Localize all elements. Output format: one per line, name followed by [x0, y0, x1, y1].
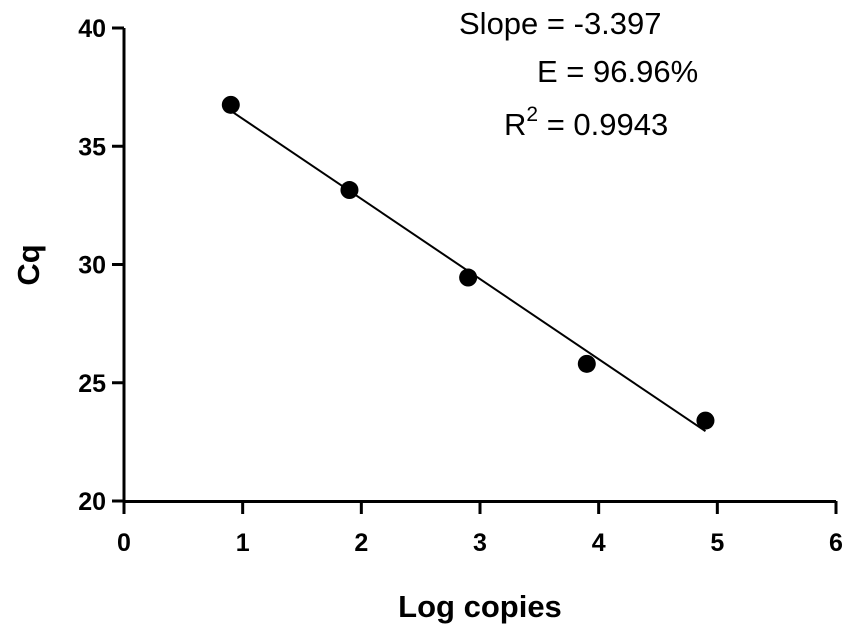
r-squared-annotation: R2 = 0.9943 — [504, 103, 668, 142]
y-tick-label: 35 — [78, 133, 106, 161]
x-tick-label: 4 — [592, 529, 606, 557]
data-point — [577, 354, 596, 373]
x-axis-label: Log copies — [398, 589, 562, 624]
efficiency-annotation: E = 96.96% — [537, 54, 698, 89]
x-ticks: 0 1 2 3 4 5 6 — [117, 501, 843, 557]
y-tick-label: 40 — [78, 15, 106, 43]
y-tick-label: 30 — [78, 252, 106, 280]
data-point — [459, 268, 478, 287]
r-squared-value: = 0.9943 — [538, 107, 668, 142]
y-axis-label: Cq — [11, 244, 46, 285]
y-ticks: 20 25 30 35 40 — [78, 15, 124, 516]
x-tick-label: 0 — [117, 529, 131, 557]
data-point — [696, 411, 715, 430]
r-squared-exponent: 2 — [526, 103, 538, 126]
data-points — [221, 95, 715, 430]
data-point — [221, 95, 240, 114]
x-tick-label: 6 — [829, 529, 843, 557]
x-tick-label: 1 — [236, 529, 250, 557]
data-point — [340, 181, 359, 200]
y-tick-label: 25 — [78, 370, 106, 398]
x-tick-label: 5 — [710, 529, 724, 557]
x-tick-label: 3 — [473, 529, 487, 557]
slope-annotation: Slope = -3.397 — [459, 6, 662, 41]
y-tick-label: 20 — [78, 488, 106, 516]
x-tick-label: 2 — [354, 529, 368, 557]
r-squared-prefix: R — [504, 107, 526, 142]
